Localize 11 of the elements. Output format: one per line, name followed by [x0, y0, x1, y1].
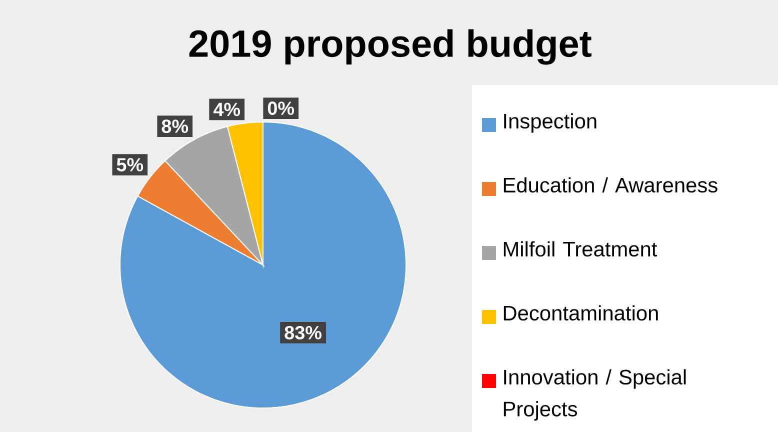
data-label: 5%: [116, 158, 144, 172]
data-label: 8%: [162, 120, 188, 133]
legend-label: Decontamination: [504, 305, 658, 321]
legend-label: Innovation / Special Projects: [504, 369, 686, 421]
data-label: 83%: [284, 326, 322, 340]
chart-title: 2019 proposed budget: [189, 29, 592, 65]
text: 0%: [268, 102, 294, 115]
legend-label: Inspection: [504, 113, 596, 133]
data-label: 4%: [213, 102, 240, 116]
legend-label: Milfoil Treatment: [504, 241, 658, 257]
legend-label: Education / Awareness: [504, 177, 718, 193]
